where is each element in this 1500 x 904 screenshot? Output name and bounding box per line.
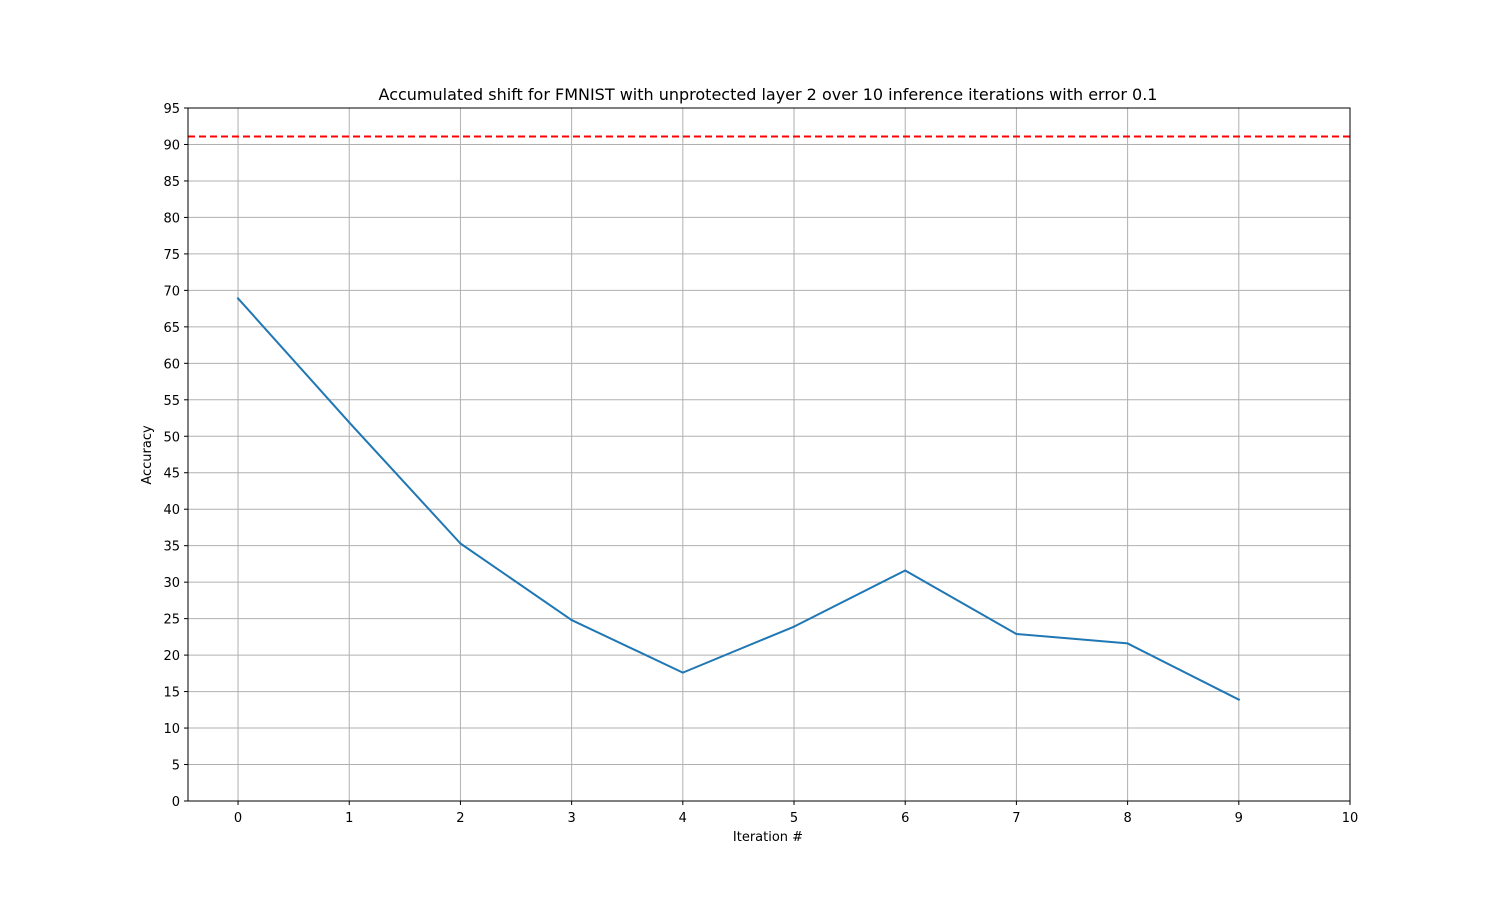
x-tick-label: 9 (1235, 811, 1243, 826)
data-point (459, 542, 462, 545)
y-tick-label: 10 (163, 722, 180, 737)
y-tick-label: 90 (163, 138, 180, 153)
y-tick-label: 25 (163, 613, 180, 628)
y-tick-label: 65 (163, 321, 180, 336)
x-tick-label: 0 (234, 811, 242, 826)
x-axis-label: Iteration # (733, 830, 803, 845)
data-point (793, 625, 796, 628)
y-tick-label: 5 (172, 759, 180, 774)
y-tick-label: 75 (163, 248, 180, 263)
y-tick-label: 95 (163, 102, 180, 117)
data-point (681, 671, 684, 674)
data-point (1126, 642, 1129, 645)
data-point (237, 297, 240, 300)
y-tick-label: 20 (163, 649, 180, 664)
y-tick-label: 15 (163, 686, 180, 701)
x-tick-label: 6 (901, 811, 909, 826)
chart-title: Accumulated shift for FMNIST with unprot… (379, 85, 1158, 104)
y-tick-label: 45 (163, 467, 180, 482)
x-tick-label: 10 (1342, 811, 1359, 826)
x-tick-label: 2 (456, 811, 464, 826)
x-tick-label: 7 (1012, 811, 1020, 826)
x-tick-label: 1 (345, 811, 353, 826)
y-axis-label: Accuracy (140, 425, 155, 485)
y-tick-label: 50 (163, 430, 180, 445)
y-tick-label: 0 (172, 795, 180, 810)
plot-area-frame (187, 107, 1351, 802)
data-point (904, 569, 907, 572)
x-tick-label: 8 (1123, 811, 1131, 826)
y-tick-label: 35 (163, 540, 180, 555)
y-tick-label: 80 (163, 211, 180, 226)
y-axis-ticks: 0 5 10 15 20 25 30 35 40 45 50 55 60 65 70 75 80 85 90 95 (163, 102, 188, 810)
y-tick-label: 60 (163, 357, 180, 372)
series-lines (236, 296, 1241, 701)
series-line (236, 296, 1241, 701)
data-point (1015, 632, 1018, 635)
y-tick-label: 40 (163, 503, 180, 518)
y-tick-label: 70 (163, 284, 180, 299)
x-tick-label: 5 (790, 811, 798, 826)
x-axis-ticks: 0 1 2 3 4 5 6 7 8 9 10 (234, 801, 1358, 826)
y-tick-label: 30 (163, 576, 180, 591)
x-tick-label: 3 (567, 811, 575, 826)
y-tick-label: 55 (163, 394, 180, 409)
data-point (348, 421, 351, 424)
y-tick-label: 85 (163, 175, 180, 190)
data-point (1237, 698, 1240, 701)
data-point (570, 619, 573, 622)
x-tick-label: 4 (679, 811, 687, 826)
